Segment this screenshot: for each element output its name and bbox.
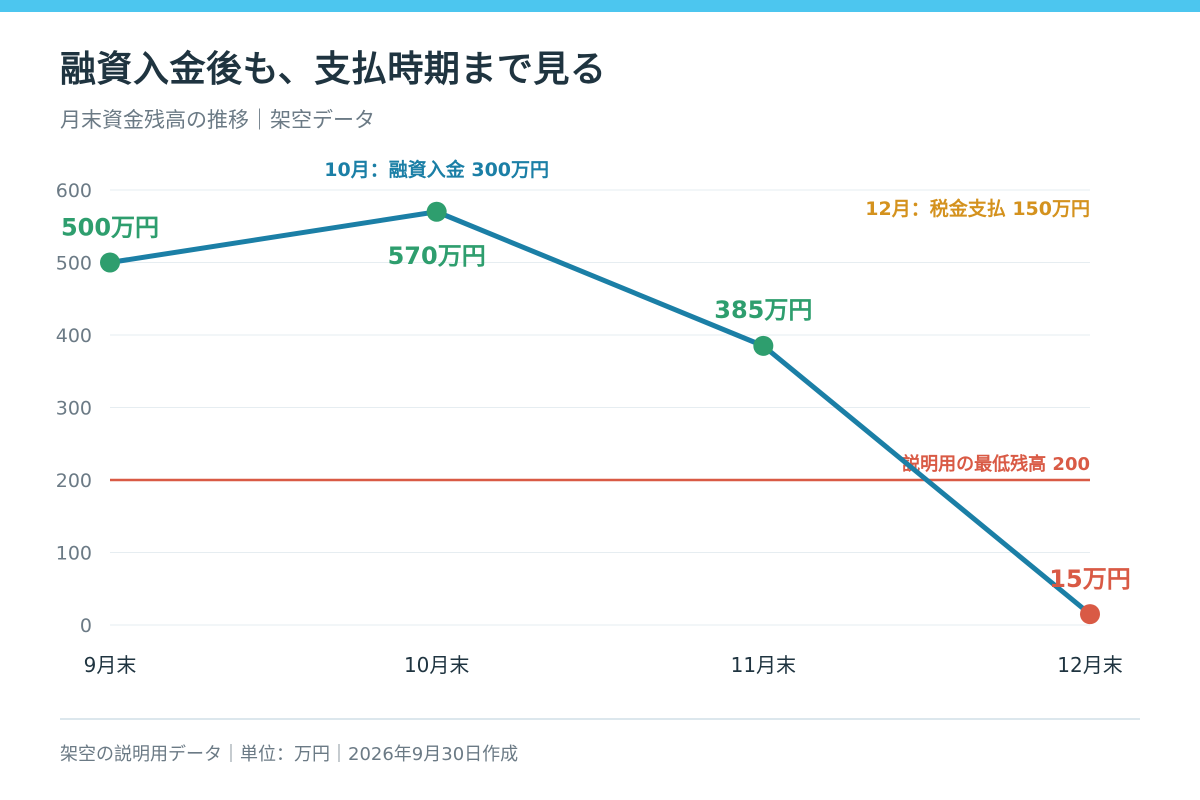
annotation-layer: 10月：融資入金 300万円 12月：税金支払 150万円 bbox=[324, 158, 1090, 220]
y-tick-label: 500 bbox=[56, 253, 92, 275]
x-category-label: 10月末 bbox=[404, 653, 469, 677]
grid-layer bbox=[110, 189, 1090, 626]
y-tick-layer: 0 100 200 300 400 500 600 bbox=[56, 180, 92, 637]
reference-layer: 説明用の最低残高 200 bbox=[110, 453, 1090, 482]
x-category-label: 9月末 bbox=[84, 653, 137, 677]
footer-note: 架空の説明用データ｜単位：万円｜2026年9月30日作成 bbox=[60, 744, 519, 765]
min-balance-label: 説明用の最低残高 200 bbox=[902, 453, 1090, 475]
y-tick-label: 300 bbox=[56, 398, 92, 420]
series-layer bbox=[100, 201, 1100, 625]
data-label: 15万円 bbox=[1049, 565, 1130, 593]
x-category-layer: 9月末 10月末 11月末 12月末 bbox=[84, 653, 1123, 677]
loan-deposit-annotation: 10月：融資入金 300万円 bbox=[324, 158, 549, 181]
balance-series-line bbox=[107, 209, 1093, 617]
data-point bbox=[753, 335, 774, 356]
data-point bbox=[426, 201, 447, 222]
data-label: 385万円 bbox=[714, 296, 812, 324]
data-label: 570万円 bbox=[388, 242, 486, 270]
data-label: 500万円 bbox=[61, 214, 159, 242]
page-title: 融資入金後も、支払時期まで見る bbox=[60, 49, 607, 90]
footer-divider bbox=[60, 718, 1140, 720]
y-tick-label: 0 bbox=[80, 615, 92, 637]
page-subtitle: 月末資金残高の推移｜架空データ bbox=[60, 108, 375, 132]
tax-payment-annotation: 12月：税金支払 150万円 bbox=[865, 197, 1090, 220]
y-tick-label: 100 bbox=[56, 543, 92, 565]
y-tick-label: 400 bbox=[56, 325, 92, 347]
x-category-label: 12月末 bbox=[1057, 653, 1122, 677]
x-category-label: 11月末 bbox=[731, 653, 796, 677]
y-tick-label: 200 bbox=[56, 470, 92, 492]
data-point bbox=[100, 252, 120, 273]
data-point bbox=[1080, 604, 1100, 625]
top-accent-bar bbox=[0, 0, 1200, 12]
data-label-layer: 500万円 570万円 385万円 15万円 bbox=[61, 214, 1131, 594]
y-tick-label: 600 bbox=[56, 180, 92, 202]
